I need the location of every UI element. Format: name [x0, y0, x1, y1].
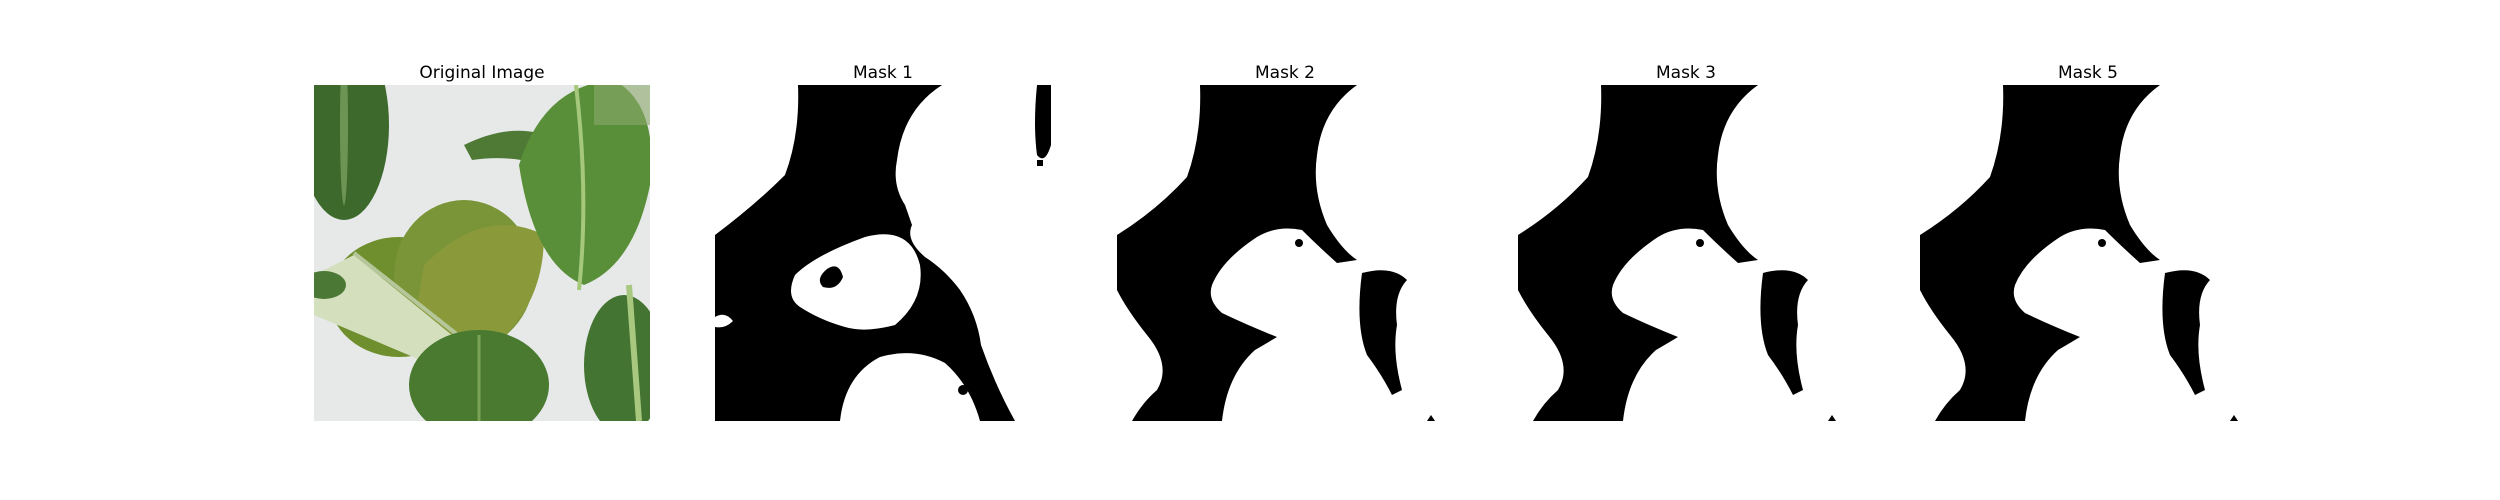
panel-title: Mask 3 [1655, 63, 1716, 83]
panel-title: Mask 2 [1254, 63, 1315, 83]
panel-mask-1: Mask 1 [715, 60, 1051, 421]
mask-3-image [1518, 85, 1854, 421]
mask-2-image [1117, 85, 1453, 421]
panel-title: Mask 1 [852, 63, 913, 83]
mask-1-image [715, 85, 1051, 421]
panel-mask-2: Mask 2 [1117, 60, 1453, 421]
panel-title: Mask 5 [2057, 63, 2118, 83]
panel-mask-5: Mask 5 [1920, 60, 2256, 421]
original-image [314, 85, 650, 421]
panel-title: Original Image [419, 63, 545, 83]
panel-original-image: Original Image [314, 60, 650, 421]
mask-5-image [1920, 85, 2256, 421]
panel-mask-3: Mask 3 [1518, 60, 1854, 421]
